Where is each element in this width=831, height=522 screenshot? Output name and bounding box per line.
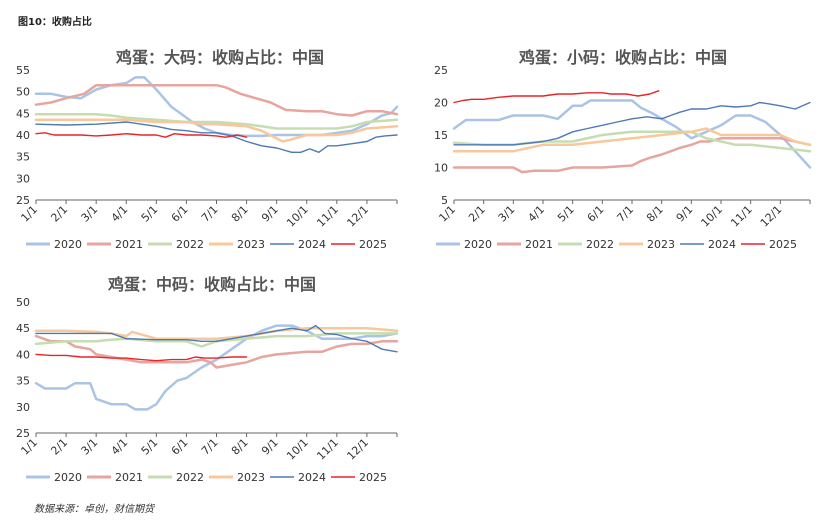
y-tick-label: 35 bbox=[16, 375, 30, 388]
series-line-2025 bbox=[453, 90, 660, 104]
data-source: 数据来源：卓创，财信期货 bbox=[34, 504, 154, 515]
x-tick-label: 4/1 bbox=[525, 203, 547, 225]
x-tick-label: 2/1 bbox=[466, 203, 488, 225]
x-tick-label: 9/1 bbox=[674, 203, 696, 225]
x-tick-label: 10/1 bbox=[284, 436, 311, 463]
y-tick-label: 30 bbox=[16, 172, 30, 185]
series-line-2023 bbox=[34, 118, 399, 143]
x-tick-label: 8/1 bbox=[644, 203, 666, 225]
x-tick-label: 3/1 bbox=[79, 203, 101, 225]
y-tick-label: 55 bbox=[16, 64, 30, 77]
x-tick-label: 5/1 bbox=[139, 203, 161, 225]
x-tick-label: 2/1 bbox=[48, 436, 70, 458]
series-line-2021 bbox=[34, 334, 399, 369]
legend-label-2020: 2020 bbox=[54, 471, 82, 484]
series-line-2024 bbox=[35, 121, 398, 154]
x-tick-label: 10/1 bbox=[284, 203, 311, 230]
y-tick-label: 5 bbox=[441, 194, 448, 207]
series-line-2024 bbox=[35, 324, 398, 353]
series-line-2022 bbox=[34, 112, 399, 130]
legend-label-2024: 2024 bbox=[708, 238, 736, 251]
series-line-2021 bbox=[452, 137, 812, 174]
x-tick-label: 5/1 bbox=[555, 203, 577, 225]
x-tick-label: 6/1 bbox=[169, 436, 191, 458]
x-tick-label: 11/1 bbox=[314, 436, 341, 463]
figure-title: 图10：收购占比 bbox=[18, 17, 92, 28]
legend-label-2025: 2025 bbox=[769, 238, 797, 251]
legend-label-2023: 2023 bbox=[237, 238, 265, 251]
x-tick-label: 10/1 bbox=[698, 203, 725, 230]
legend-label-2024: 2024 bbox=[298, 238, 326, 251]
legend-label-2022: 2022 bbox=[176, 238, 204, 251]
legend-label-2021: 2021 bbox=[115, 471, 143, 484]
y-tick-label: 25 bbox=[16, 427, 30, 440]
x-tick-label: 4/1 bbox=[109, 436, 131, 458]
x-tick-label: 11/1 bbox=[314, 203, 341, 230]
x-tick-label: 8/1 bbox=[229, 436, 251, 458]
x-tick-label: 8/1 bbox=[229, 203, 251, 225]
series-line-2025 bbox=[35, 353, 248, 362]
series-line-2020 bbox=[452, 99, 812, 169]
y-tick-label: 50 bbox=[16, 296, 30, 309]
legend-label-2021: 2021 bbox=[525, 238, 553, 251]
x-tick-label: 6/1 bbox=[169, 203, 191, 225]
y-tick-label: 50 bbox=[16, 86, 30, 99]
y-tick-label: 20 bbox=[434, 97, 448, 110]
legend-label-2020: 2020 bbox=[54, 238, 82, 251]
x-tick-label: 2/1 bbox=[48, 203, 70, 225]
legend-label-2021: 2021 bbox=[115, 238, 143, 251]
x-tick-label: 3/1 bbox=[79, 436, 101, 458]
y-tick-label: 15 bbox=[434, 129, 448, 142]
y-tick-label: 35 bbox=[16, 151, 30, 164]
x-tick-label: 4/1 bbox=[109, 203, 131, 225]
x-tick-label: 12/1 bbox=[758, 203, 785, 230]
x-tick-label: 9/1 bbox=[259, 203, 281, 225]
y-tick-label: 10 bbox=[434, 162, 448, 175]
series-line-2023 bbox=[34, 326, 399, 340]
y-tick-label: 45 bbox=[16, 322, 30, 335]
legend-label-2025: 2025 bbox=[359, 471, 387, 484]
x-tick-label: 7/1 bbox=[614, 203, 636, 225]
x-tick-label: 7/1 bbox=[199, 203, 221, 225]
x-tick-label: 6/1 bbox=[585, 203, 607, 225]
series-line-2020 bbox=[34, 324, 399, 411]
series-line-2025 bbox=[35, 132, 248, 138]
legend-label-2024: 2024 bbox=[298, 471, 326, 484]
legend-label-2023: 2023 bbox=[237, 471, 265, 484]
x-tick-label: 5/1 bbox=[139, 436, 161, 458]
x-tick-label: 1/1 bbox=[436, 203, 458, 225]
x-tick-label: 7/1 bbox=[199, 436, 221, 458]
y-tick-label: 25 bbox=[16, 194, 30, 207]
series-line-2024 bbox=[453, 101, 811, 146]
x-tick-label: 12/1 bbox=[344, 203, 371, 230]
legend-label-2022: 2022 bbox=[586, 238, 614, 251]
x-tick-label: 9/1 bbox=[259, 436, 281, 458]
y-tick-label: 40 bbox=[16, 129, 30, 142]
y-tick-label: 45 bbox=[16, 107, 30, 120]
x-tick-label: 11/1 bbox=[728, 203, 755, 230]
x-tick-label: 12/1 bbox=[344, 436, 371, 463]
legend-label-2022: 2022 bbox=[176, 471, 204, 484]
y-tick-label: 25 bbox=[434, 64, 448, 77]
chart-title: 鸡蛋：中码：收购占比：中国 bbox=[107, 275, 316, 294]
series-line-2023 bbox=[452, 127, 812, 153]
series-line-2021 bbox=[34, 83, 399, 117]
x-tick-label: 3/1 bbox=[496, 203, 518, 225]
chart-title: 鸡蛋：小码：收购占比：中国 bbox=[518, 48, 727, 67]
y-tick-label: 30 bbox=[16, 401, 30, 414]
legend-label-2020: 2020 bbox=[464, 238, 492, 251]
series-line-2020 bbox=[34, 76, 399, 138]
y-tick-label: 40 bbox=[16, 348, 30, 361]
series-line-2022 bbox=[34, 332, 399, 348]
legend-label-2025: 2025 bbox=[359, 238, 387, 251]
legend-label-2023: 2023 bbox=[647, 238, 675, 251]
chart-title: 鸡蛋：大码：收购占比：中国 bbox=[115, 48, 324, 67]
